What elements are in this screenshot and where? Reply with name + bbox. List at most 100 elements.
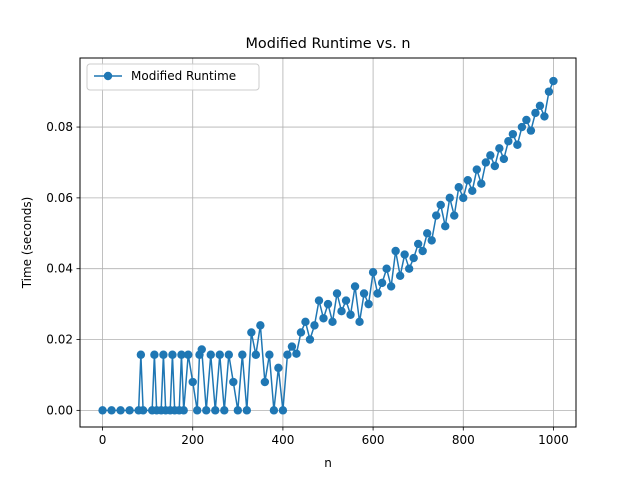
data-point	[278, 406, 288, 415]
data-point	[125, 406, 134, 415]
data-point	[377, 278, 387, 288]
data-point	[549, 76, 558, 86]
data-point	[193, 406, 202, 415]
data-point	[98, 406, 107, 415]
data-point	[159, 350, 168, 359]
data-point	[391, 246, 400, 256]
data-point	[292, 349, 301, 358]
data-point	[427, 236, 436, 245]
data-point	[319, 314, 328, 323]
data-point	[355, 317, 364, 327]
data-point	[382, 264, 391, 273]
chart-title: Modified Runtime vs. n	[246, 36, 411, 52]
x-tick-label: 800	[452, 433, 475, 447]
data-point	[136, 350, 146, 359]
y-tick-label: 0.00	[46, 403, 73, 417]
data-point	[490, 161, 500, 171]
data-point	[508, 129, 518, 139]
data-point	[314, 296, 324, 305]
data-point	[229, 377, 238, 387]
data-point	[215, 350, 224, 359]
data-point	[477, 179, 486, 188]
legend: Modified Runtime	[86, 63, 260, 91]
data-point	[224, 350, 233, 359]
data-point	[177, 350, 186, 359]
data-point	[323, 299, 333, 309]
data-point	[269, 406, 279, 415]
data-point	[350, 282, 360, 291]
data-point	[296, 328, 306, 337]
data-point	[504, 137, 513, 146]
y-tick-label: 0.08	[46, 120, 73, 134]
y-axis-label: Time (seconds)	[20, 197, 34, 290]
data-point	[526, 126, 536, 135]
data-point	[283, 350, 292, 359]
x-tick-label: 0	[99, 433, 107, 447]
series-layer	[98, 76, 558, 415]
data-point	[441, 222, 450, 231]
data-point	[220, 406, 229, 415]
data-point	[517, 122, 527, 132]
data-point	[242, 406, 252, 415]
data-point	[138, 406, 148, 415]
x-tick-label: 600	[362, 433, 385, 447]
x-axis-label: n	[324, 456, 332, 470]
data-point	[531, 108, 540, 118]
data-point	[364, 299, 373, 309]
data-point	[179, 406, 188, 415]
data-point	[251, 350, 261, 359]
data-point	[287, 342, 297, 351]
data-point	[265, 350, 274, 359]
data-point	[373, 289, 382, 298]
data-point	[256, 321, 265, 330]
data-point	[409, 253, 418, 263]
data-point	[260, 377, 270, 387]
data-point	[468, 186, 477, 195]
data-point	[197, 345, 206, 354]
data-point	[332, 289, 342, 298]
x-tick-label: 1000	[538, 433, 569, 447]
data-point	[188, 377, 197, 387]
data-point	[418, 246, 427, 256]
data-point	[472, 165, 481, 174]
data-point	[359, 289, 369, 298]
data-point	[211, 406, 220, 415]
data-point	[274, 363, 283, 373]
data-point	[107, 406, 116, 415]
data-point	[116, 406, 125, 415]
data-point	[481, 158, 491, 167]
plot-frame	[79, 57, 577, 428]
data-point	[150, 350, 159, 359]
data-point	[341, 296, 351, 305]
data-point	[499, 154, 509, 164]
data-point	[346, 310, 355, 319]
data-point	[337, 307, 346, 316]
data-point	[445, 193, 454, 203]
data-point	[233, 406, 243, 415]
data-point	[386, 282, 396, 291]
data-point	[459, 193, 468, 203]
y-tick-label: 0.02	[46, 333, 73, 347]
grid	[80, 58, 576, 427]
data-point	[495, 144, 504, 153]
data-point	[486, 151, 495, 160]
data-point	[202, 406, 211, 415]
data-point	[463, 175, 472, 185]
legend-box	[86, 63, 260, 91]
legend-label: Modified Runtime	[131, 69, 236, 83]
data-point	[184, 350, 193, 359]
data-point	[395, 271, 405, 280]
data-point	[454, 183, 463, 192]
data-point	[535, 101, 545, 111]
data-point	[168, 350, 177, 359]
data-point	[305, 335, 315, 344]
data-point	[540, 112, 549, 121]
data-point	[436, 200, 445, 210]
x-tick-label: 400	[271, 433, 294, 447]
x-tick-label: 200	[181, 433, 204, 447]
y-tick-label: 0.04	[46, 262, 73, 276]
data-point	[423, 229, 432, 238]
data-point	[522, 115, 531, 125]
data-point	[247, 328, 256, 337]
